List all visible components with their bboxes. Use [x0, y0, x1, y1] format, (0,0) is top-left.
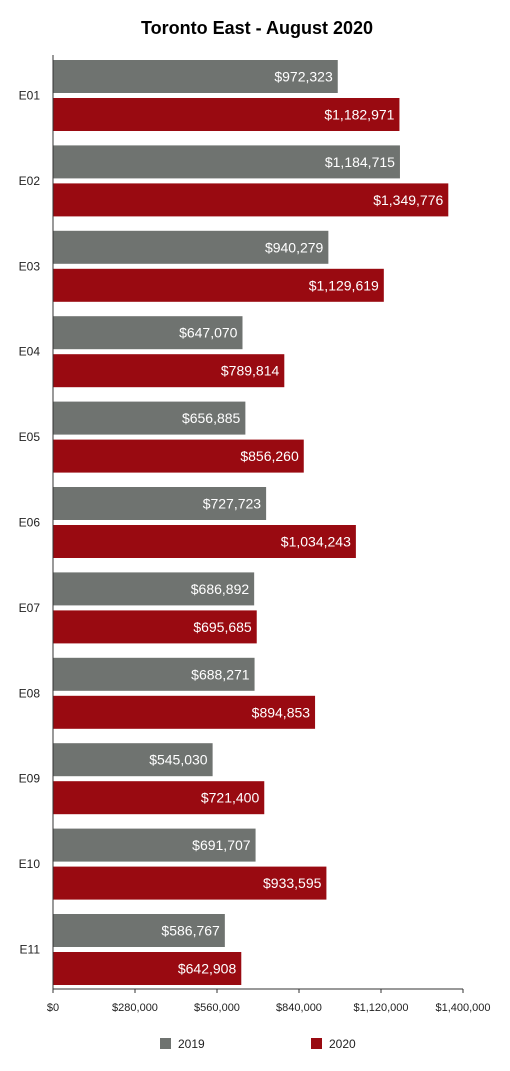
bar-2020-E11: [53, 952, 242, 985]
bar-2019-E05: [53, 401, 246, 435]
x-tick-label: $560,000: [194, 1002, 240, 1014]
bar-2019-E06: [53, 487, 267, 520]
plot-area: E01 $972,323 $1,182,971 E02 $1,184,715 $1,349…: [19, 60, 449, 985]
category-label: E04: [19, 345, 41, 359]
category-label: E07: [19, 601, 41, 615]
category-label: E02: [19, 174, 41, 188]
bar-2020-E07: [53, 610, 257, 644]
bar-2019-E02: [53, 145, 400, 179]
data-label: $1,184,715: [325, 154, 395, 170]
data-label: $1,034,243: [281, 534, 351, 550]
category-label: E08: [19, 686, 41, 700]
data-label: $727,723: [203, 496, 262, 512]
data-label: $545,030: [149, 752, 208, 768]
bar-2020-E01: [53, 98, 400, 131]
category-label: E05: [19, 430, 41, 444]
data-label: $695,685: [193, 619, 252, 635]
bar-2020-E02: [53, 183, 449, 217]
bar-2020-E06: [53, 525, 356, 558]
legend: 2019 2020: [160, 1037, 356, 1051]
bar-2019-E03: [53, 230, 329, 264]
bar-2020-E04: [53, 354, 285, 388]
bar-2019-E09: [53, 743, 213, 777]
x-axis: $0 $280,000 $560,000 $840,000 $1,120,000 $1,4…: [47, 55, 491, 1014]
legend-label: 2020: [329, 1037, 356, 1051]
chart-title: Toronto East - August 2020: [141, 18, 373, 38]
category-label: E03: [19, 259, 41, 273]
category-label: E06: [19, 516, 41, 530]
bar-2019-E07: [53, 572, 255, 606]
bar-2020-E09: [53, 781, 265, 815]
bar-2020-E03: [53, 268, 384, 302]
data-label: $894,853: [252, 704, 311, 720]
x-tick-label: $840,000: [276, 1002, 322, 1014]
data-label: $586,767: [161, 923, 220, 939]
data-label: $688,271: [191, 666, 250, 682]
data-label: $1,182,971: [324, 107, 394, 123]
data-label: $1,129,619: [309, 277, 379, 293]
legend-swatch-2019: [160, 1038, 171, 1049]
data-label: $940,279: [265, 239, 324, 255]
x-tick-label: $280,000: [112, 1002, 158, 1014]
bar-2019-E11: [53, 914, 225, 947]
bar-2020-E08: [53, 695, 316, 729]
bar-2020-E10: [53, 866, 327, 900]
data-label: $1,349,776: [373, 192, 443, 208]
data-label: $642,908: [178, 961, 237, 977]
x-tick-label: $1,400,000: [435, 1002, 490, 1014]
bar-2019-E01: [53, 60, 338, 93]
data-label: $789,814: [221, 363, 280, 379]
data-label: $686,892: [191, 581, 250, 597]
data-label: $933,595: [263, 875, 322, 891]
data-label: $691,707: [192, 837, 251, 853]
legend-label: 2019: [178, 1037, 205, 1051]
x-tick-label: $1,120,000: [353, 1002, 408, 1014]
data-label: $721,400: [201, 790, 260, 806]
bar-2019-E10: [53, 828, 256, 862]
data-label: $647,070: [179, 325, 238, 341]
category-label: E09: [19, 772, 41, 786]
category-label: E01: [19, 89, 41, 103]
data-label: $972,323: [274, 69, 333, 85]
data-label: $856,260: [240, 448, 299, 464]
data-label: $656,885: [182, 410, 241, 426]
bar-2019-E08: [53, 657, 255, 691]
category-label: E10: [19, 857, 41, 871]
bar-2020-E05: [53, 439, 304, 473]
legend-swatch-2020: [311, 1038, 322, 1049]
category-label: E11: [20, 943, 41, 957]
bar-2019-E04: [53, 316, 243, 350]
x-tick-label: $0: [47, 1002, 59, 1014]
